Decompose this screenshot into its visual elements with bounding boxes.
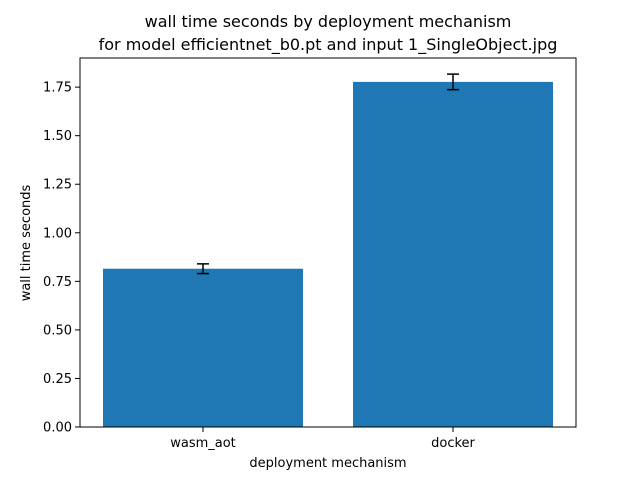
y-tick-label: 1.75 — [43, 81, 72, 96]
y-axis-label: wall time seconds — [19, 184, 34, 301]
plot-area: wasm_aot docker 0.00 0.25 0.50 0.75 1.00 1.25 1.… — [43, 57, 577, 451]
x-axis-label: deployment mechanism — [249, 456, 406, 471]
bar-docker — [353, 81, 553, 428]
chart-title: wall time seconds by deployment mechanis… — [145, 12, 512, 31]
y-tick-label: 0.25 — [43, 372, 72, 387]
y-tick-label: 0.75 — [43, 275, 72, 290]
bar-wasm_aot — [103, 268, 303, 427]
chart-subtitle: for model efficientnet_b0.pt and input 1… — [99, 35, 558, 55]
y-tick-label: 1.50 — [43, 129, 72, 144]
x-tick-label-docker: docker — [431, 436, 475, 451]
y-tick-label: 1.25 — [43, 178, 72, 193]
x-tick-label-wasm_aot: wasm_aot — [170, 436, 236, 451]
y-tick-label: 0.50 — [43, 323, 72, 338]
axes-frame — [79, 57, 577, 428]
y-tick-label: 0.00 — [43, 421, 72, 436]
y-tick-label: 1.00 — [43, 226, 72, 241]
